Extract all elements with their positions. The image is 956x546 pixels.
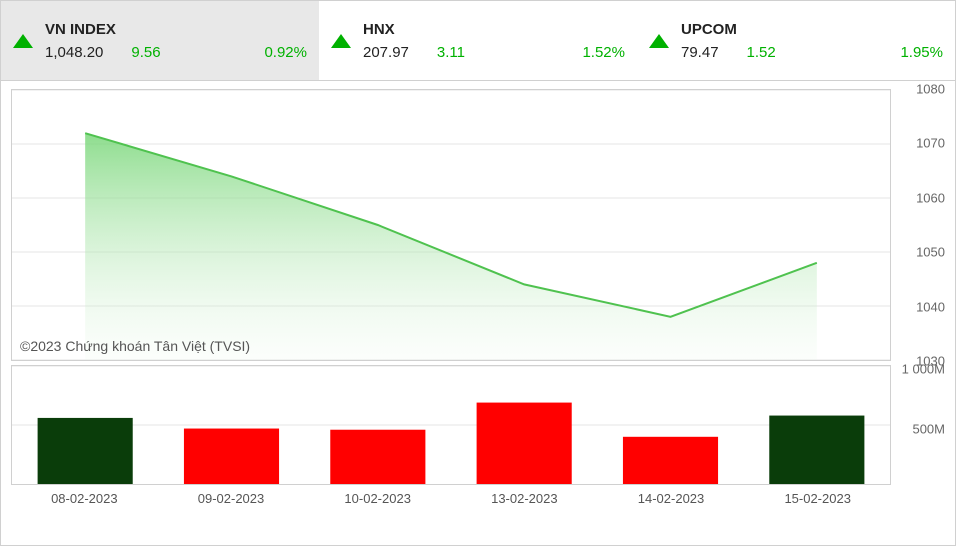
volume-chart: [11, 365, 891, 485]
x-tick-label: 15-02-2023: [744, 491, 891, 515]
price-y-axis: 108010701060105010401030: [897, 89, 945, 361]
volume-chart-svg: [12, 366, 890, 484]
tab-price: 79.47: [681, 44, 719, 61]
y-tick-label: 1060: [916, 190, 945, 205]
tab-hnx[interactable]: HNX 207.97 3.11 1.52%: [319, 1, 637, 80]
index-tabs: VN INDEX 1,048.20 9.56 0.92% HNX 207.97 …: [1, 1, 955, 81]
stock-dashboard: VN INDEX 1,048.20 9.56 0.92% HNX 207.97 …: [0, 0, 956, 546]
y-tick-label: 1050: [916, 245, 945, 260]
y-tick-label: 1040: [916, 299, 945, 314]
tab-change: 3.11: [437, 44, 465, 61]
tab-upcom[interactable]: UPCOM 79.47 1.52 1.95%: [637, 1, 955, 80]
y-tick-label: 1080: [916, 82, 945, 97]
volume-y-axis: 1 000M500M: [889, 369, 945, 489]
x-tick-label: 10-02-2023: [304, 491, 451, 515]
tab-values: 207.97 3.11 1.52%: [363, 44, 625, 61]
x-tick-label: 13-02-2023: [451, 491, 598, 515]
arrow-up-icon: [331, 34, 351, 48]
tab-title: UPCOM: [681, 21, 943, 38]
y-tick-label: 500M: [912, 422, 945, 437]
chart-copyright: ©2023 Chứng khoán Tân Việt (TVSI): [20, 338, 250, 354]
tab-body: HNX 207.97 3.11 1.52%: [363, 21, 625, 61]
tab-change: 1.52: [747, 44, 776, 61]
tab-body: VN INDEX 1,048.20 9.56 0.92%: [45, 21, 307, 61]
tab-title: VN INDEX: [45, 21, 307, 38]
tab-price: 207.97: [363, 44, 409, 61]
tab-vnindex[interactable]: VN INDEX 1,048.20 9.56 0.92%: [1, 1, 319, 80]
x-tick-label: 14-02-2023: [598, 491, 745, 515]
y-tick-label: 1070: [916, 136, 945, 151]
y-tick-label: 1 000M: [902, 362, 945, 377]
x-axis: 08-02-202309-02-202310-02-202313-02-2023…: [11, 491, 891, 515]
tab-change: 9.56: [131, 44, 160, 61]
price-chart-svg: [12, 90, 890, 360]
tab-body: UPCOM 79.47 1.52 1.95%: [681, 21, 943, 61]
x-tick-label: 08-02-2023: [11, 491, 158, 515]
tab-values: 1,048.20 9.56 0.92%: [45, 44, 307, 61]
arrow-up-icon: [13, 34, 33, 48]
tab-pct: 1.95%: [900, 44, 943, 61]
tab-pct: 1.52%: [582, 44, 625, 61]
price-chart: ©2023 Chứng khoán Tân Việt (TVSI): [11, 89, 891, 361]
x-tick-label: 09-02-2023: [158, 491, 305, 515]
tab-title: HNX: [363, 21, 625, 38]
tab-pct: 0.92%: [264, 44, 307, 61]
tab-price: 1,048.20: [45, 44, 103, 61]
tab-values: 79.47 1.52 1.95%: [681, 44, 943, 61]
arrow-up-icon: [649, 34, 669, 48]
